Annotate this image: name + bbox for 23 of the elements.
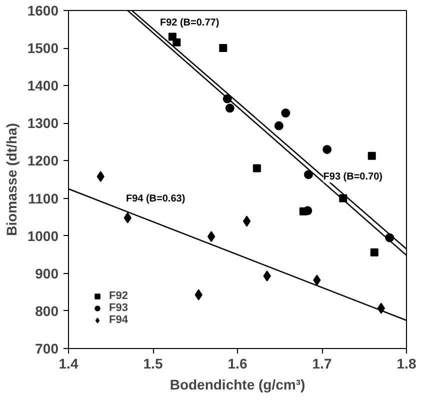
y-tick-label: 900 (35, 265, 59, 282)
y-tick-label: 1300 (27, 115, 59, 132)
x-tick-label: 1.5 (143, 356, 163, 372)
y-tick-label: 1600 (27, 2, 59, 18)
x-tick-label: 1.8 (396, 356, 416, 372)
y-tick-label: 1400 (27, 78, 59, 94)
x-tick-label: 1.6 (228, 356, 248, 372)
y-axis-title: Biomasse (dt/ha) (3, 123, 20, 236)
legend-label: F92 (109, 290, 129, 302)
legend-label: F93 (109, 302, 129, 314)
y-tick-label: 1000 (27, 228, 59, 244)
series-label: F93 (B=0.70) (323, 172, 382, 183)
x-tick-label: 1.4 (58, 356, 78, 372)
x-tick-label: 1.7 (312, 356, 332, 372)
series-label: F92 (B=0.77) (160, 17, 220, 28)
series-label: F94 (B=0.63) (126, 194, 186, 205)
y-tick-label: 800 (35, 302, 59, 319)
legend-label: F94 (109, 314, 129, 326)
x-axis-title: Bodendichte (g/cm³) (170, 376, 306, 392)
y-tick-label: 1500 (27, 40, 59, 56)
y-tick-label: 700 (35, 340, 59, 356)
y-tick-label: 1200 (27, 152, 59, 169)
y-tick-label: 1100 (28, 190, 59, 206)
